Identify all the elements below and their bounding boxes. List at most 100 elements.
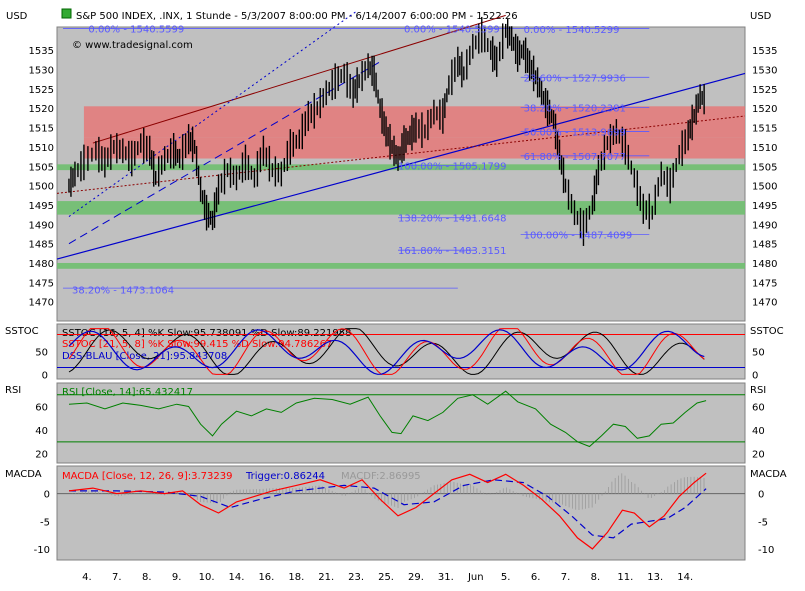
sstoc-tick-label-left: 0 (42, 370, 48, 381)
sstoc-red-line (68, 328, 705, 375)
macd-tick-label-right: -5 (758, 517, 768, 528)
price-tick-label-right: 1520 (752, 104, 777, 115)
price-tick-label-left: 1500 (29, 182, 54, 193)
x-tick-label: Jun (467, 572, 484, 583)
price-tick-label-right: 1530 (752, 66, 777, 77)
price-tick-label-left: 1510 (29, 143, 54, 154)
fib-label: 38.20% - 1473.1064 (72, 286, 174, 297)
price-tick-label-left: 1485 (29, 240, 54, 251)
rsi-label-right: RSI (750, 385, 766, 396)
sstoc-black-line (68, 328, 705, 375)
price-tick-label-left: 1475 (29, 278, 54, 289)
fib-label: 0.00% - 1540.5599 (404, 25, 500, 36)
price-tick-label-left: 1525 (29, 85, 54, 96)
price-panel (56, 26, 746, 322)
x-tick-label: 10. (199, 572, 215, 583)
x-tick-label: 4. (82, 572, 92, 583)
sstoc-tick-label-left: 50 (35, 348, 48, 359)
sstoc-legend: SSTOC [16, 5, 4] %K Slow:95.738091 %D Sl… (62, 328, 351, 362)
macd-tick-label-left: 0 (44, 490, 50, 501)
rsi-tick-label-right: 20 (752, 450, 765, 461)
chart-title: S&P 500 INDEX, .INX, 1 Stunde - 5/3/2007… (76, 11, 518, 22)
price-tick-label-left: 1520 (29, 104, 54, 115)
trend-line-dotted-red (56, 115, 746, 194)
price-tick-label-right: 1510 (752, 143, 777, 154)
price-tick-label-left: 1535 (29, 46, 54, 57)
price-tick-label-left: 1515 (29, 124, 54, 135)
currency-label-left: USD (6, 11, 28, 22)
rsi-label-left: RSI (5, 385, 21, 396)
price-tick-label-right: 1525 (752, 85, 777, 96)
fib-label: 0.00% - 1540.5599 (88, 25, 184, 36)
price-tick-label-right: 1535 (752, 46, 777, 57)
macd-tick-label-left: -5 (40, 517, 50, 528)
x-tick-label: 11. (617, 572, 633, 583)
sstoc-blue-line (68, 329, 705, 375)
price-tick-label-right: 1480 (752, 259, 777, 270)
fib-label: 23.60% - 1527.9936 (524, 73, 626, 84)
x-tick-label: 29. (408, 572, 424, 583)
sstoc-label-right: SSTOC (750, 326, 784, 337)
x-tick-label: 25. (378, 572, 394, 583)
x-tick-label: 8. (591, 572, 601, 583)
symbol-icon (61, 8, 72, 19)
sstoc-tick-label-right: 50 (752, 348, 765, 359)
rsi-tick-label-left: 60 (35, 403, 48, 414)
price-tick-label-right: 1505 (752, 162, 777, 173)
sstoc-legend-2: SSTOC [21, 5, 8] %K Slow:99.415 %D Slow:… (62, 339, 332, 350)
rsi-tick-label-left: 40 (35, 426, 48, 437)
x-tick-label: 14. (677, 572, 693, 583)
rsi-tick-label-right: 40 (752, 426, 765, 437)
fib-label: 38.20% - 1520.2381 (524, 103, 626, 114)
x-tick-label: 13. (647, 572, 663, 583)
sstoc-legend-3: DSS-BLAU [Close, 21]:95.843708 (62, 351, 227, 362)
x-tick-label: 5. (501, 572, 511, 583)
rsi-tick-label-right: 60 (752, 403, 765, 414)
x-tick-label: 8. (142, 572, 152, 583)
fib-label: 138.20% - 1491.6648 (398, 214, 507, 225)
trend-line-upper (92, 14, 506, 144)
macd-tick-label-right: -10 (758, 545, 774, 556)
sstoc-tick-label-right: 0 (752, 370, 758, 381)
green-zone (57, 164, 745, 171)
x-tick-label: 7. (561, 572, 571, 583)
rsi-legend: RSI [Close, 14]:65.432417 (62, 387, 193, 398)
price-tick-label-left: 1480 (29, 259, 54, 270)
macd-legend: MACDA [Close, 12, 26, 9]:3.73239 Trigger… (62, 471, 421, 482)
watermark: © www.tradesignal.com (72, 40, 193, 51)
x-tick-label: 7. (112, 572, 122, 583)
currency-label-right: USD (750, 11, 772, 22)
x-tick-label: 6. (531, 572, 541, 583)
price-tick-label-left: 1490 (29, 220, 54, 231)
macd-line (68, 472, 707, 550)
fib-label: 100.00% - 1505.1799 (398, 161, 507, 172)
x-tick-label: 9. (172, 572, 182, 583)
price-tick-label-right: 1495 (752, 201, 777, 212)
price-tick-label-left: 1470 (29, 298, 54, 309)
price-tick-label-right: 1515 (752, 124, 777, 135)
x-tick-label: 31. (438, 572, 454, 583)
fib-label: 100.00% - 1487.4099 (524, 230, 633, 241)
fib-label: 61.80% - 1507.7077 (524, 152, 626, 163)
x-tick-label: 16. (258, 572, 274, 583)
x-tick-label: 21. (318, 572, 334, 583)
price-tick-label-right: 1490 (752, 220, 777, 231)
macd-tick-label-right: 0 (758, 490, 764, 501)
green-zone (57, 201, 745, 215)
price-tick-label-left: 1495 (29, 201, 54, 212)
x-tick-label: 18. (288, 572, 304, 583)
price-tick-label-right: 1485 (752, 240, 777, 251)
x-tick-label: 23. (348, 572, 364, 583)
price-tick-label-left: 1530 (29, 66, 54, 77)
macd-legend-2: Trigger:0.86244 (245, 471, 325, 482)
macd-panel (56, 465, 746, 561)
macd-trigger-line (69, 479, 707, 539)
rsi-tick-label-left: 20 (35, 450, 48, 461)
trend-line-lower (56, 72, 746, 260)
macd-label-left: MACDA (5, 469, 42, 480)
x-tick-label: 14. (229, 572, 245, 583)
sstoc-legend-1: SSTOC [16, 5, 4] %K Slow:95.738091 %D Sl… (62, 328, 351, 339)
green-zone (57, 262, 745, 269)
trend-line-dashed (68, 61, 381, 245)
